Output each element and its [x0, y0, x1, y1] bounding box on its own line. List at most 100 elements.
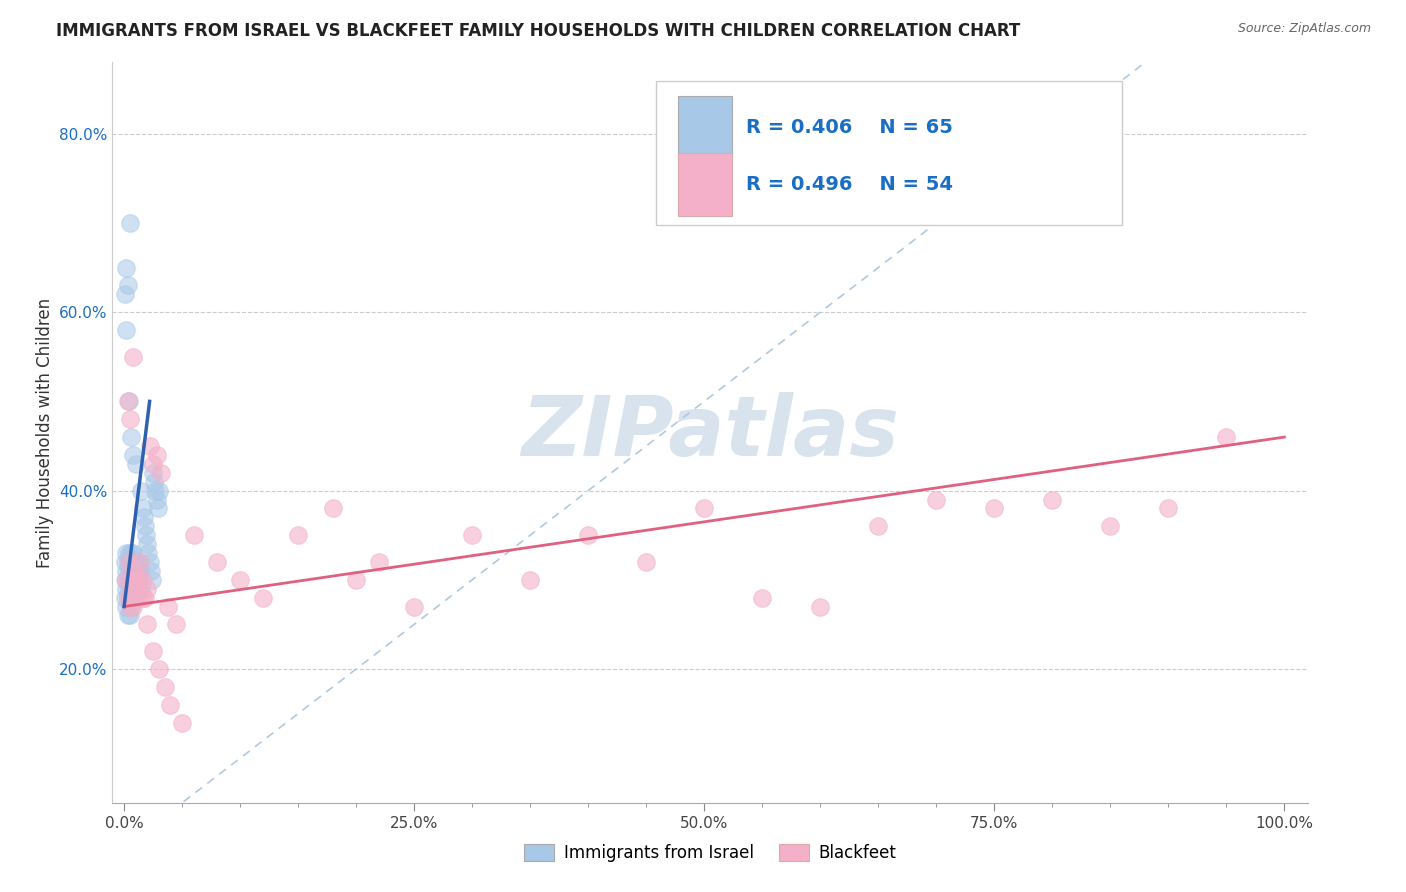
Point [115, 564, 138, 578]
Point [117, 591, 139, 605]
Point [134, 591, 156, 605]
Point [122, 350, 145, 364]
Point [148, 483, 170, 498]
Point [925, 492, 948, 507]
Point [118, 394, 141, 409]
Point [117, 555, 139, 569]
Point [125, 555, 148, 569]
Y-axis label: Family Households with Children: Family Households with Children [37, 298, 55, 567]
Point [404, 599, 426, 614]
Point [229, 573, 252, 587]
Point [122, 582, 145, 596]
FancyBboxPatch shape [678, 95, 731, 159]
Point [139, 564, 162, 578]
Point [120, 582, 142, 596]
Text: ZIPatlas: ZIPatlas [522, 392, 898, 473]
Point [868, 519, 890, 533]
Point [183, 528, 205, 542]
Point [134, 519, 156, 533]
Legend: Immigrants from Israel, Blackfeet: Immigrants from Israel, Blackfeet [517, 837, 903, 869]
Text: Source: ZipAtlas.com: Source: ZipAtlas.com [1237, 22, 1371, 36]
Point [127, 591, 149, 605]
Point [115, 599, 138, 614]
Point [142, 457, 165, 471]
Text: R = 0.406    N = 65: R = 0.406 N = 65 [747, 118, 953, 136]
Text: IMMIGRANTS FROM ISRAEL VS BLACKFEET FAMILY HOUSEHOLDS WITH CHILDREN CORRELATION : IMMIGRANTS FROM ISRAEL VS BLACKFEET FAMI… [56, 22, 1021, 40]
Point [124, 555, 146, 569]
Point [138, 555, 160, 569]
Point [138, 546, 160, 560]
Point [131, 582, 153, 596]
Point [983, 501, 1005, 516]
Point [121, 555, 143, 569]
Point [115, 260, 138, 275]
Point [118, 546, 141, 560]
Point [461, 528, 484, 542]
Point [122, 599, 145, 614]
Point [131, 501, 153, 516]
Point [114, 287, 136, 301]
Point [120, 564, 142, 578]
Point [127, 582, 149, 596]
Point [117, 278, 139, 293]
Point [125, 564, 148, 578]
Point [143, 475, 166, 489]
Point [576, 528, 599, 542]
Point [118, 608, 141, 623]
Point [636, 555, 658, 569]
Point [121, 591, 143, 605]
Point [138, 439, 160, 453]
Point [693, 501, 716, 516]
Point [129, 564, 152, 578]
Point [122, 448, 145, 462]
Point [132, 510, 155, 524]
Point [142, 644, 165, 658]
Point [120, 430, 142, 444]
Point [145, 492, 167, 507]
Point [131, 573, 153, 587]
Point [172, 715, 194, 730]
Point [121, 582, 143, 596]
Point [124, 564, 146, 578]
Point [121, 573, 143, 587]
Point [117, 608, 139, 623]
Point [129, 555, 152, 569]
Point [1040, 492, 1063, 507]
Point [136, 582, 159, 596]
Point [145, 448, 167, 462]
Point [153, 680, 176, 694]
Point [124, 591, 146, 605]
Point [1157, 501, 1180, 516]
Point [118, 216, 141, 230]
Point [141, 573, 163, 587]
Point [115, 546, 138, 560]
Point [165, 617, 187, 632]
FancyBboxPatch shape [657, 81, 1122, 226]
Point [808, 599, 831, 614]
Point [128, 573, 150, 587]
Point [146, 501, 169, 516]
Point [157, 599, 180, 614]
Point [117, 591, 139, 605]
Point [117, 394, 139, 409]
Point [751, 591, 773, 605]
Point [118, 599, 141, 614]
Point [1215, 430, 1237, 444]
Point [252, 591, 274, 605]
Point [322, 501, 344, 516]
Point [118, 412, 141, 426]
Point [127, 564, 149, 578]
Point [118, 555, 141, 569]
Point [118, 591, 141, 605]
Point [114, 591, 136, 605]
Point [135, 528, 157, 542]
Point [125, 457, 148, 471]
Point [128, 555, 150, 569]
Point [145, 483, 167, 498]
Point [124, 573, 146, 587]
Point [118, 573, 141, 587]
Point [519, 573, 541, 587]
Point [114, 555, 136, 569]
FancyBboxPatch shape [678, 153, 731, 217]
Point [368, 555, 391, 569]
